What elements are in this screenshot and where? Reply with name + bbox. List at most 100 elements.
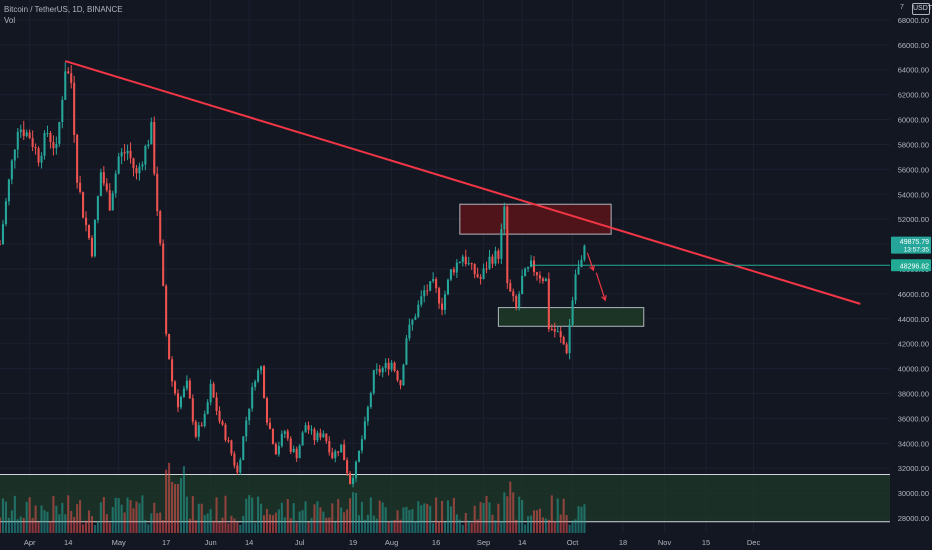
line-price-tag[interactable] [891, 259, 931, 272]
candle-body [580, 259, 583, 268]
candle-body [251, 386, 254, 409]
current-price-tag[interactable] [891, 236, 931, 254]
candle-body [82, 191, 85, 218]
volume-bar [114, 497, 117, 533]
volume-bar [529, 515, 533, 533]
candle-body [476, 274, 479, 277]
volume-bar [274, 512, 277, 533]
candle-body [274, 443, 277, 455]
descending-trendline[interactable] [64, 60, 861, 305]
candle-body [360, 439, 363, 451]
time-axis-label: 17 [162, 538, 170, 547]
candle-body [414, 316, 417, 320]
candle-body [426, 290, 429, 292]
candle-body [316, 432, 319, 441]
volume-bar [260, 503, 263, 533]
volume-bar [426, 503, 429, 533]
candle-body [182, 388, 185, 397]
volume-bar [144, 519, 147, 533]
zone-boxes[interactable] [459, 203, 645, 327]
volume-bar [7, 517, 10, 533]
candle-body [25, 132, 28, 137]
candle-body [203, 413, 206, 427]
candle-body [301, 432, 304, 446]
volume-bar [366, 514, 369, 533]
drawing-lines[interactable] [64, 60, 890, 305]
volume-bar [286, 499, 289, 533]
volume-bar [328, 517, 331, 533]
candle-body [292, 448, 295, 452]
time-axis-label: 14 [64, 538, 72, 547]
resistance-zone-box[interactable] [459, 203, 612, 235]
candle-body [351, 477, 355, 485]
volume-bar [16, 519, 19, 533]
time-axis[interactable]: Apr 14 May 17 Jun 14 Jul 19 Aug 16 Sep 14 Oct 18 Nov 15… [0, 533, 932, 550]
candle-body [529, 260, 533, 267]
time-axis-label: 16 [432, 538, 440, 547]
volume-bar [375, 518, 378, 533]
price-scale-label: 42000.00 [898, 340, 929, 349]
volume-bar [354, 493, 358, 533]
volume-bar [349, 498, 352, 533]
candle-body [111, 193, 114, 211]
volume-bar [360, 501, 363, 533]
volume-bars [0, 462, 586, 533]
time-axis-label: 14 [245, 538, 253, 547]
candle-body [156, 173, 159, 212]
candle-body [541, 278, 544, 282]
candle-body [28, 132, 31, 139]
volume-bar [351, 492, 355, 533]
candle-body [515, 296, 518, 308]
volume-bar [562, 498, 565, 533]
price-scale-label: 64000.00 [898, 66, 929, 75]
volume-bar [64, 514, 67, 533]
candle-body [458, 262, 461, 264]
volume-bar [565, 515, 568, 533]
volume-bar [230, 515, 233, 533]
volume-bar [58, 514, 61, 533]
price-scale-label: 58000.00 [898, 140, 929, 149]
volume-bar [25, 501, 28, 533]
candle-body [488, 256, 491, 269]
volume-bar [559, 514, 562, 533]
candle-body [562, 337, 565, 345]
volume-bar [245, 498, 248, 533]
candle-body [544, 278, 547, 282]
volume-bar [521, 500, 524, 533]
candle-body [188, 380, 191, 399]
time-axis-label: Jun [205, 538, 217, 547]
price-scale[interactable]: 68000.00 66000.00 64000.00 62000.00 60000.00… [890, 0, 932, 550]
candle-body [218, 410, 221, 422]
candle-body [346, 460, 349, 474]
candle-body [224, 424, 227, 441]
symbol-title[interactable]: Bitcoin / TetherUS, 1D, BINANCE [4, 5, 123, 14]
candle-body [31, 138, 34, 147]
candle-body [574, 274, 577, 301]
volume-bar [191, 496, 194, 533]
candle-body [378, 369, 381, 373]
candle-body [328, 441, 331, 453]
candle-body [289, 438, 292, 452]
volume-bar [527, 516, 530, 533]
candle-body [129, 150, 132, 159]
price-scale-label: 66000.00 [898, 41, 929, 50]
volume-bar [316, 501, 319, 533]
volume-bar [544, 518, 547, 533]
arrow-shaft[interactable] [595, 272, 606, 301]
volume-bar [535, 510, 539, 533]
candle-body [420, 296, 423, 305]
support-zone-box[interactable] [497, 307, 645, 327]
volume-bar [390, 520, 393, 533]
candle-body [396, 370, 399, 381]
currency-badge[interactable]: USDT [912, 3, 932, 15]
volume-bar [82, 524, 85, 533]
volume-bar [84, 520, 88, 533]
arrow-shaft[interactable] [586, 252, 594, 271]
candle-body [357, 450, 361, 462]
candle-body [547, 278, 550, 329]
candle-body [96, 196, 99, 221]
volume-bar [307, 522, 310, 533]
volume-bar [251, 497, 254, 533]
volume-bar [393, 520, 396, 533]
